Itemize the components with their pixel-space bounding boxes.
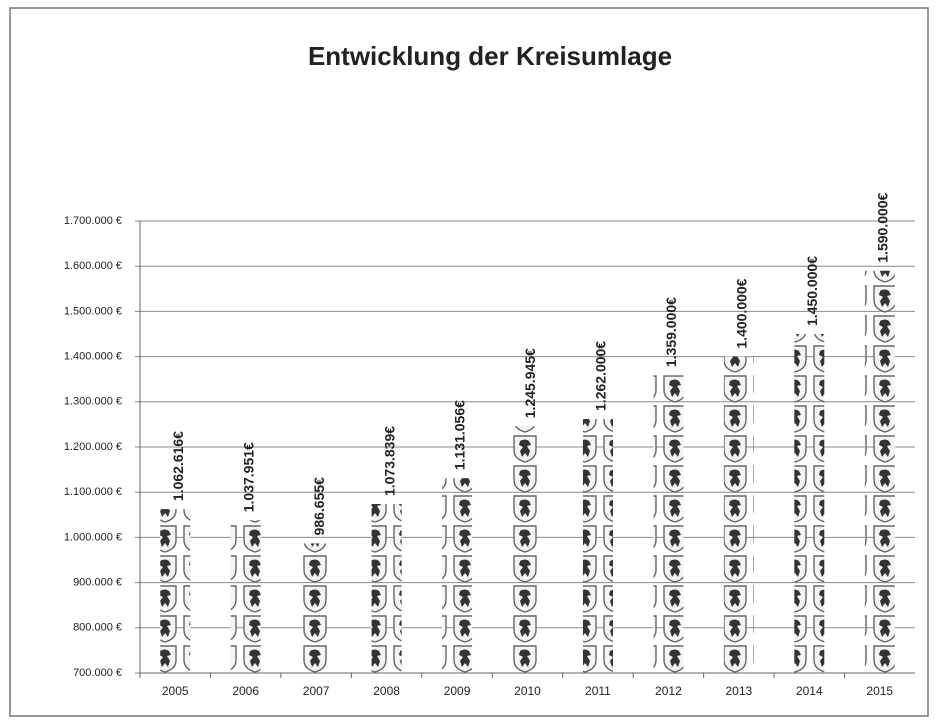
y-tick-label: 1.000.000 €: [64, 531, 122, 543]
y-tick-label: 700.000 €: [73, 667, 122, 679]
x-tick-label: 2010: [514, 684, 541, 698]
value-label: 986.655€: [311, 477, 327, 536]
x-tick-label: 2005: [162, 684, 189, 698]
bar: [371, 504, 402, 673]
x-tick-label: 2007: [303, 684, 330, 698]
value-label: 1.062.616€: [170, 431, 186, 501]
x-tick-label: 2006: [232, 684, 259, 698]
x-tick-label: 2009: [444, 684, 471, 698]
value-label: 1.359.000€: [663, 297, 679, 367]
bar: [794, 334, 825, 673]
value-label: 1.245.945€: [522, 348, 538, 418]
x-tick-label: 2012: [655, 684, 682, 698]
bar: [160, 509, 191, 673]
y-tick-label: 1.100.000 €: [64, 486, 122, 498]
y-tick-label: 1.600.000 €: [64, 260, 122, 272]
value-label: 1.131.056€: [452, 400, 468, 470]
x-tick-label: 2015: [866, 684, 893, 698]
value-label: 1.590.000€: [874, 192, 890, 262]
y-tick-label: 1.400.000 €: [64, 351, 122, 363]
x-tick-label: 2014: [796, 684, 823, 698]
x-tick-label: 2011: [585, 684, 611, 698]
bar: [230, 520, 261, 673]
bar: [582, 418, 613, 673]
value-label: 1.400.000€: [734, 278, 750, 348]
y-tick-label: 800.000 €: [73, 622, 122, 634]
bar: [301, 543, 332, 673]
bar: [653, 375, 684, 673]
y-tick-label: 1.300.000 €: [64, 396, 122, 408]
chart-title: Entwicklung der Kreisumlage: [308, 41, 672, 71]
bar: [512, 426, 543, 673]
x-tick-label: 2008: [373, 684, 400, 698]
value-label: 1.037.951€: [240, 442, 256, 512]
y-tick-label: 900.000 €: [73, 577, 122, 589]
x-tick-label: 2013: [726, 684, 753, 698]
y-tick-label: 1.200.000 €: [64, 441, 122, 453]
value-label: 1.073.839€: [381, 426, 397, 496]
y-tick-label: 1.500.000 €: [64, 305, 122, 317]
value-label: 1.450.000€: [804, 256, 820, 326]
bar: [864, 270, 895, 673]
bar: [723, 356, 754, 673]
bar: [442, 478, 473, 673]
value-label: 1.262.000€: [593, 341, 609, 411]
y-tick-label: 1.700.000 €: [64, 215, 122, 227]
